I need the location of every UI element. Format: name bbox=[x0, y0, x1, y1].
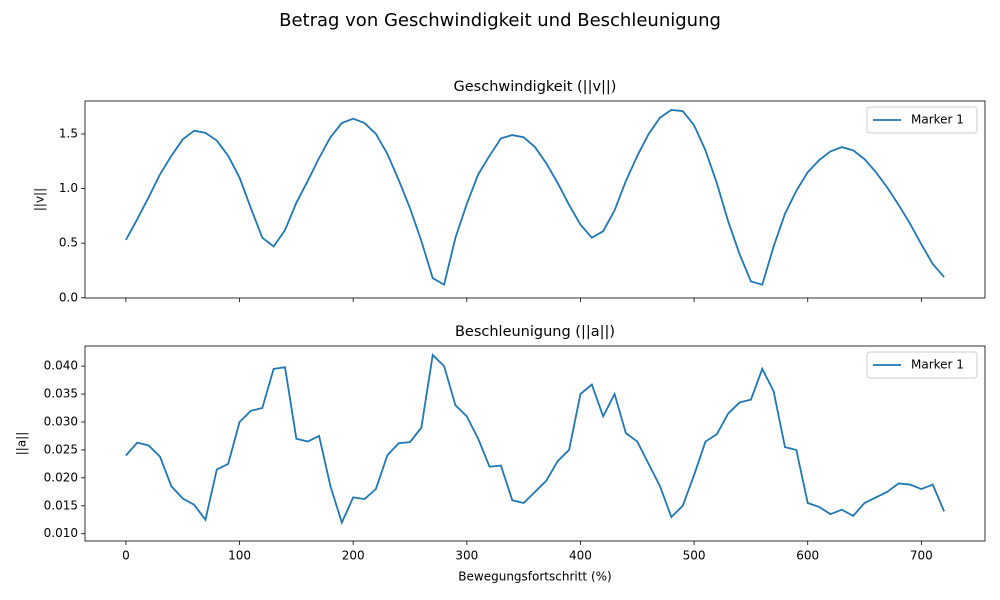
axes-title: Geschwindigkeit (||v||) bbox=[454, 79, 617, 95]
legend-box bbox=[866, 106, 978, 134]
x-tick-label: 600 bbox=[796, 549, 819, 563]
y-tick-label: 0.030 bbox=[44, 414, 78, 428]
axes-title: Beschleunigung (||a||) bbox=[455, 324, 615, 340]
y-axis-label: ||v|| bbox=[33, 188, 47, 211]
figure-title: Betrag von Geschwindigkeit und Beschleun… bbox=[279, 10, 721, 31]
y-tick-label: 0.010 bbox=[44, 526, 78, 540]
y-tick-label: 0.5 bbox=[59, 236, 78, 250]
legend-label: Marker 1 bbox=[911, 113, 964, 127]
y-tick-label: 0.015 bbox=[44, 498, 78, 512]
y-tick-label: 0.0 bbox=[59, 290, 78, 304]
y-tick-label: 0.020 bbox=[44, 470, 78, 484]
y-tick-label: 1.0 bbox=[59, 181, 78, 195]
x-axis-label: Bewegungsfortschritt (%) bbox=[458, 570, 611, 584]
y-tick-label: 0.035 bbox=[44, 387, 78, 401]
x-tick-label: 0 bbox=[122, 549, 130, 563]
data-line bbox=[125, 353, 945, 526]
x-tick-label: 100 bbox=[228, 549, 251, 563]
y-axis-label: ||a|| bbox=[15, 432, 29, 456]
y-tick-label: 1.5 bbox=[59, 126, 78, 140]
x-tick-label: 200 bbox=[342, 549, 365, 563]
legend-label: Marker 1 bbox=[911, 358, 964, 372]
x-tick-label: 500 bbox=[683, 549, 706, 563]
axes-frame bbox=[84, 100, 986, 299]
legend-box bbox=[866, 351, 978, 379]
x-tick-label: 300 bbox=[455, 549, 478, 563]
x-tick-label: 400 bbox=[569, 549, 592, 563]
axes-frame bbox=[84, 345, 986, 542]
x-tick-label: 700 bbox=[910, 549, 933, 563]
y-tick-label: 0.025 bbox=[44, 442, 78, 456]
y-tick-label: 0.040 bbox=[44, 359, 78, 373]
data-line bbox=[125, 109, 945, 287]
